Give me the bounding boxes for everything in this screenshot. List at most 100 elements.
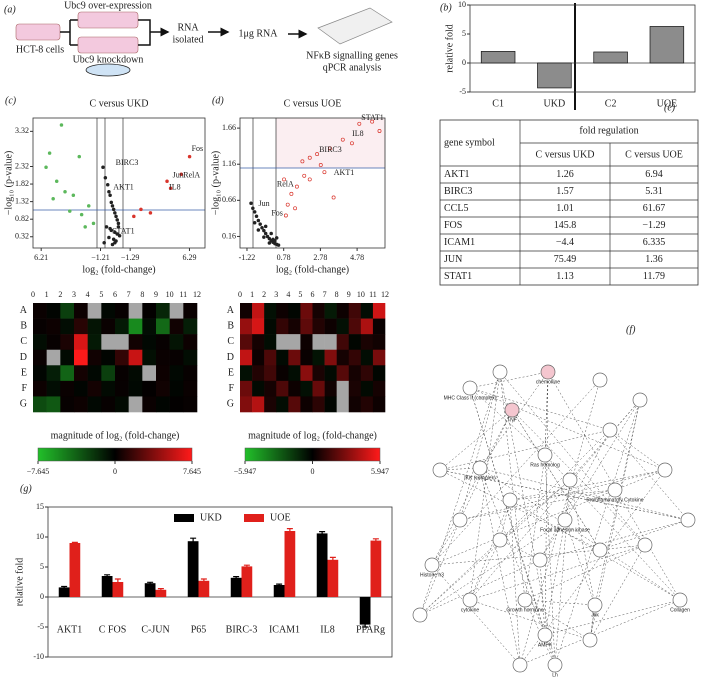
edge [469,387,546,636]
edge [499,371,556,666]
bar [316,533,328,597]
y-tick-label: -5 [37,622,44,631]
table-cell: −4.4 [556,237,574,248]
node [424,557,440,573]
heatmap-cell [240,380,253,397]
row-label: F [21,383,27,394]
column-label: 10 [166,290,174,299]
edge [469,387,546,456]
edge [511,409,646,546]
column-label: 11 [179,290,187,299]
heatmap-cell [46,318,61,335]
y-tick-label: -10 [33,652,44,661]
edge [569,399,641,481]
point-annotation: RelA [183,170,200,179]
y-axis-label: −log₁₀ (p-value) [3,151,14,216]
edge [509,499,681,601]
table-cell: 75.49 [554,254,577,265]
table-cell: JUN [444,254,462,265]
point [104,225,109,229]
column-label: 4 [86,290,90,299]
point [59,123,64,127]
error-bar [329,556,336,563]
text: 1μg RNA [239,28,279,39]
heatmap-cell [300,380,313,397]
y-tick-label: 3.32 [15,126,29,135]
point [54,179,59,183]
edge [544,454,556,666]
table-cell: 6.335 [643,237,666,248]
heatmap-cell [240,334,253,351]
edge [419,519,461,616]
heatmap-cell [336,396,350,413]
node-label: IKK (complex) [464,475,496,481]
row-label: G [227,399,234,410]
error-bar [71,541,78,545]
point [63,190,67,194]
node [547,657,563,673]
heatmap-cell [87,349,102,366]
heatmap-cell [156,396,170,413]
point [116,225,121,229]
heatmap-cell [115,303,129,319]
point [263,231,268,236]
panel-label: (b) [440,2,452,13]
column-label: 9 [154,290,158,299]
edge [609,429,666,471]
panel-label: (e) [664,102,676,113]
edge [469,387,666,471]
point [285,202,290,207]
heatmap-cell [300,303,313,319]
heatmap-cell [336,349,350,366]
point [251,206,255,211]
point [282,177,287,182]
y-tick-label: 0.16 [222,231,236,240]
x-tick-label: 4.78 [350,253,364,262]
node-label: Growth hormone [506,607,543,613]
point [283,213,288,218]
y-tick-label: -5 [459,87,466,96]
node-label: Lh [552,672,558,678]
heatmap-cell [142,396,157,413]
heatmap-cell [101,365,116,382]
edge [479,467,546,636]
table-cell: 6.94 [645,169,663,180]
point [108,226,112,231]
point [265,234,270,239]
table-cell: FOS [444,220,462,231]
heatmap-cell [348,318,362,335]
node [637,537,653,553]
heatmap-cell [288,303,301,319]
point [115,218,119,222]
heatmap-cell [169,334,184,351]
point [249,201,253,205]
point-annotation: BIRC3 [116,158,139,167]
heatmap-cell [74,365,88,382]
heatmap-cell [336,380,350,397]
heatmap-cell [156,380,170,397]
heatmap-cell [156,318,170,335]
heatmap-cell [300,334,313,351]
node-label: Proinflammatory Cytokine [586,497,643,503]
heatmap-cell [169,380,184,397]
y-axis-label: relative fold [444,24,455,73]
error-bar [147,581,154,585]
table-header: fold regulation [579,125,638,136]
point-annotation: BIRC3 [319,145,342,154]
heatmap-cell [33,334,47,351]
heatmap-cell [115,396,129,413]
heatmap-cell [360,380,374,397]
heatmap-cell [360,303,374,319]
heatmap-cell [276,380,289,397]
heatmap-cell [87,334,102,351]
column-label: 1 [250,290,254,299]
plot-frame [32,117,206,249]
heatmap-cell [240,365,253,382]
edge [524,599,591,641]
heatmap-cell [348,349,362,366]
heatmap-cell [142,303,157,319]
heatmap-cell [288,349,301,366]
point [83,225,87,229]
heatmap-cell [115,334,129,351]
bar [198,580,210,597]
